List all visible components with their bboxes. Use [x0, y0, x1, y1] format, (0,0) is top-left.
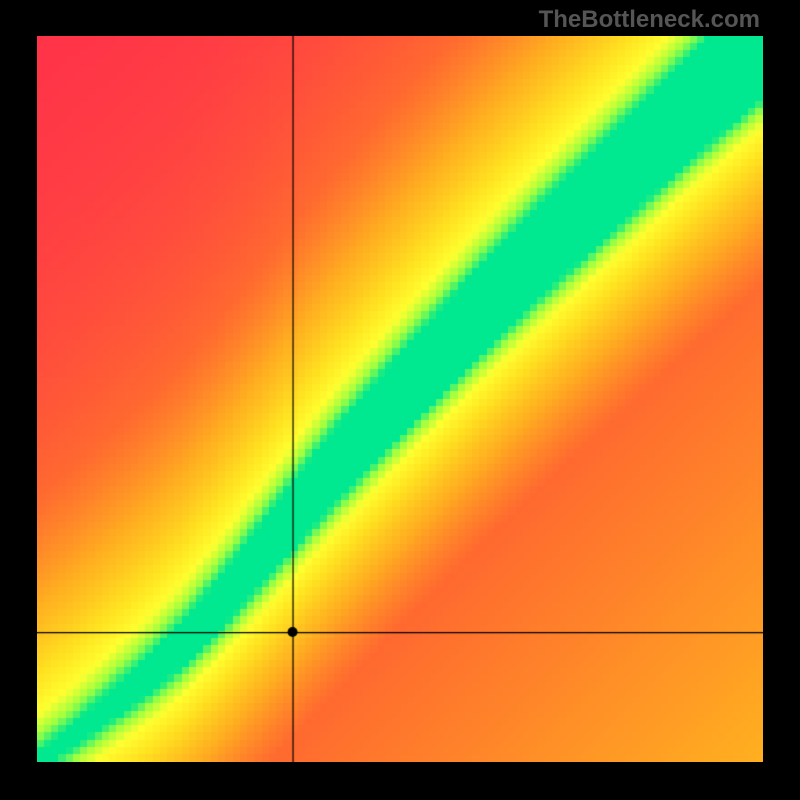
watermark-text: TheBottleneck.com: [539, 6, 760, 34]
bottleneck-heatmap: [37, 36, 763, 762]
